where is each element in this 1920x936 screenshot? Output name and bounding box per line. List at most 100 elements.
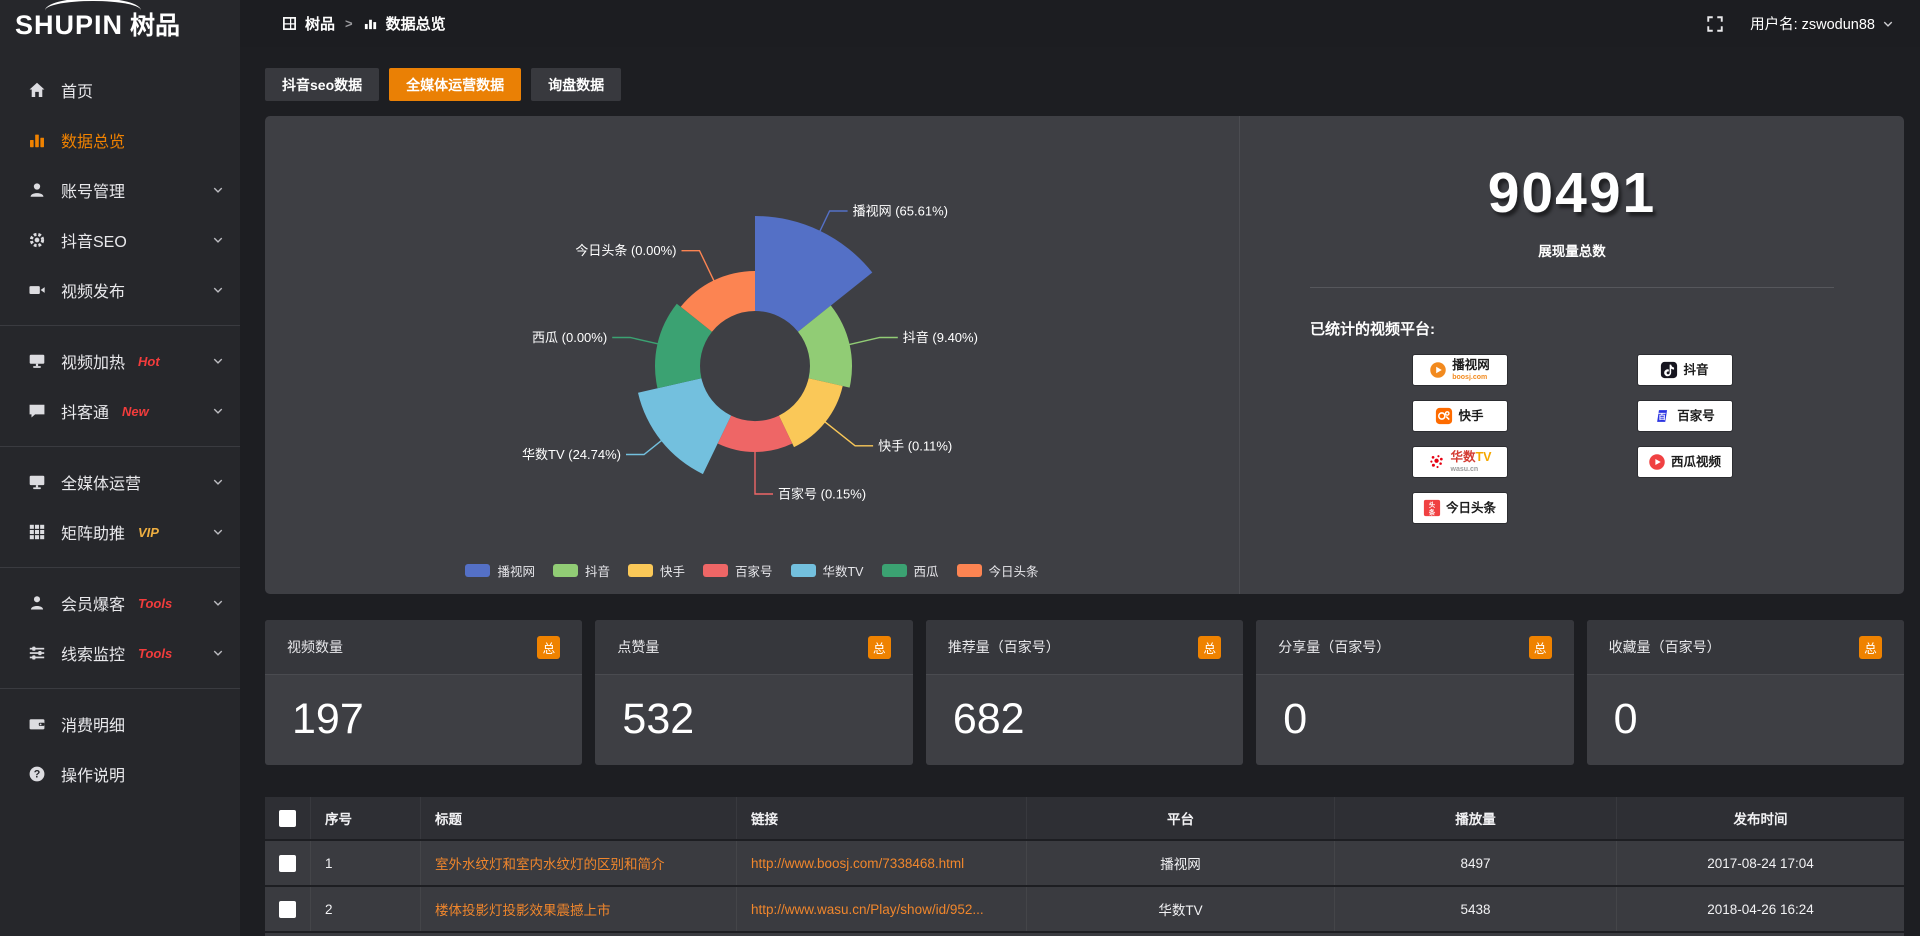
stat-card-value: 0: [1613, 695, 1638, 743]
question-icon: ?: [28, 765, 46, 783]
sidebar-item-线索监控[interactable]: 线索监控 Tools: [0, 628, 240, 678]
legend-item-播视网[interactable]: 播视网: [465, 561, 535, 580]
pie-slice-快手[interactable]: [778, 378, 843, 448]
pie-slice-百家号[interactable]: [717, 415, 793, 453]
wallet-icon: [28, 715, 46, 733]
platform-name: 西瓜视频: [1670, 454, 1721, 469]
col-header-platform: 平台: [1027, 797, 1335, 839]
platform-subtext: wasu.cn: [1450, 465, 1479, 473]
chevron-down-icon: [212, 184, 224, 196]
platform-subtext: boosj.com: [1452, 373, 1488, 381]
pie-slice-今日头条[interactable]: [680, 271, 755, 332]
sidebar-item-视频加热[interactable]: 视频加热 Hot: [0, 336, 240, 386]
stat-card-label: 视频数量: [287, 639, 343, 655]
legend-item-今日头条[interactable]: 今日头条: [956, 561, 1039, 580]
platform-badge-华数TV: 华数TV wasu.cn: [1412, 447, 1507, 477]
divider: [0, 688, 240, 689]
tab-bar: 抖音seo数据 全媒体运营数据 询盘数据: [265, 68, 1904, 101]
legend-swatch: [552, 564, 578, 577]
sidebar-item-label: 首页: [61, 84, 94, 101]
video-url-link[interactable]: http://www.boosj.com/7338468.html: [751, 855, 965, 871]
row-checkbox[interactable]: [279, 854, 296, 872]
pie-label-华数TV: 华数TV (24.74%): [522, 447, 621, 462]
label-line-华数TV: [626, 439, 664, 456]
user-menu[interactable]: 用户名: zswodun88: [1750, 13, 1894, 34]
pie-slice-抖音[interactable]: [798, 305, 853, 388]
row-time: 2018-04-26 16:24: [1707, 901, 1814, 917]
breadcrumb-root[interactable]: 树品: [305, 16, 336, 33]
sidebar-item-首页[interactable]: 首页: [0, 65, 240, 115]
tab-全媒体运营数据[interactable]: 全媒体运营数据: [389, 68, 522, 101]
stat-card-value: 197: [292, 695, 364, 743]
platforms-title: 已统计的视频平台:: [1310, 321, 1435, 338]
row-time: 2017-08-24 17:04: [1707, 855, 1814, 871]
sidebar-item-视频发布[interactable]: 视频发布: [0, 265, 240, 315]
breadcrumb-current: 数据总览: [385, 16, 446, 33]
wasu-logo: [1428, 453, 1446, 471]
legend-swatch: [881, 564, 907, 577]
total-impressions-label: 展现量总数: [1538, 244, 1606, 259]
sidebar-item-账号管理[interactable]: 账号管理: [0, 165, 240, 215]
tab-抖音seo数据[interactable]: 抖音seo数据: [265, 68, 380, 101]
chevron-down-icon: [212, 355, 224, 367]
select-all-checkbox[interactable]: [279, 809, 296, 827]
chevron-down-icon: [1882, 18, 1894, 30]
label-line-今日头条: [681, 249, 716, 283]
summary-panel: 90491 展现量总数 已统计的视频平台: 播视网 boosj.com 抖音 快手百百…: [1240, 116, 1904, 594]
sidebar-item-消费明细[interactable]: 消费明细: [0, 699, 240, 749]
monitor-icon: [28, 473, 46, 491]
legend-item-快手[interactable]: 快手: [627, 561, 685, 580]
sidebar-item-操作说明[interactable]: ? 操作说明: [0, 749, 240, 799]
stat-card-label: 收藏量（百家号）: [1608, 639, 1721, 655]
sidebar-item-数据总览[interactable]: 数据总览: [0, 115, 240, 165]
pie-label-快手: 快手 (0.11%): [878, 438, 952, 453]
row-platform: 华数TV: [1027, 887, 1335, 931]
legend-label: 百家号: [735, 565, 773, 579]
video-url-link[interactable]: http://www.wasu.cn/Play/show/id/952...: [751, 901, 984, 917]
video-title-link[interactable]: 楼体投影灯投影效果震撼上市: [435, 903, 611, 918]
sidebar-item-label: 抖音SEO: [61, 234, 127, 251]
sidebar-item-label: 账号管理: [61, 184, 126, 201]
row-views: 5438: [1335, 887, 1617, 931]
sidebar-item-矩阵助推[interactable]: 矩阵助推 VIP: [0, 507, 240, 557]
platform-badge-今日头条: 头条今日头条: [1412, 493, 1507, 523]
legend-item-华数TV[interactable]: 华数TV: [790, 561, 864, 580]
pie-slice-播视网[interactable]: [755, 216, 873, 332]
pie-slice-西瓜[interactable]: [654, 303, 712, 389]
stat-card-value: 0: [1283, 695, 1308, 743]
legend-item-抖音[interactable]: 抖音: [552, 561, 610, 580]
legend-item-百家号[interactable]: 百家号: [703, 561, 773, 580]
camera-icon: [28, 281, 46, 299]
legend-swatch: [627, 564, 653, 577]
sidebar-item-label: 全媒体运营: [61, 476, 142, 493]
tab-询盘数据[interactable]: 询盘数据: [531, 68, 622, 101]
row-views: 8497: [1335, 841, 1617, 885]
rose-chart-svg-holder: 播视网 (65.61%) 抖音 (9.40%) 快手 (0.11%) 百家号 (0.1…: [265, 116, 1239, 556]
col-header-time: 发布时间: [1733, 812, 1788, 827]
sidebar-item-抖音SEO[interactable]: 抖音SEO: [0, 215, 240, 265]
table-header-select: [265, 797, 311, 839]
chevron-down-icon: [212, 405, 224, 417]
legend-label: 今日头条: [988, 565, 1039, 579]
sidebar-item-抖客通[interactable]: 抖客通 New: [0, 386, 240, 436]
fullscreen-icon[interactable]: [1706, 15, 1724, 33]
col-header-num: 序号: [311, 797, 421, 839]
label-line-抖音: [847, 336, 898, 346]
sidebar-menu: 首页数据总览账号管理抖音SEO 视频发布视频加热 Hot 抖客通 New 全媒体运营矩阵助…: [0, 65, 240, 799]
xigua-logo: [1648, 453, 1666, 471]
pie-label-播视网: 播视网 (65.61%): [853, 204, 948, 219]
sidebar-item-label: 视频发布: [61, 284, 126, 301]
table-row: 2 楼体投影灯投影效果震撼上市 http://www.wasu.cn/Play/sh…: [265, 887, 1904, 933]
sliders-icon: [28, 644, 46, 662]
col-header-title: 标题: [421, 797, 737, 839]
svg-text:条: 条: [1429, 507, 1436, 516]
divider: [0, 567, 240, 568]
row-checkbox[interactable]: [279, 900, 296, 918]
sidebar-item-会员爆客[interactable]: 会员爆客 Tools: [0, 578, 240, 628]
video-title-link[interactable]: 室外水纹灯和室内水纹灯的区别和简介: [435, 857, 665, 872]
total-badge: 总: [867, 635, 891, 659]
pie-slice-华数TV[interactable]: [638, 378, 732, 475]
bar-chart-icon: [28, 131, 46, 149]
sidebar-item-全媒体运营[interactable]: 全媒体运营: [0, 457, 240, 507]
legend-item-西瓜[interactable]: 西瓜: [881, 561, 939, 580]
